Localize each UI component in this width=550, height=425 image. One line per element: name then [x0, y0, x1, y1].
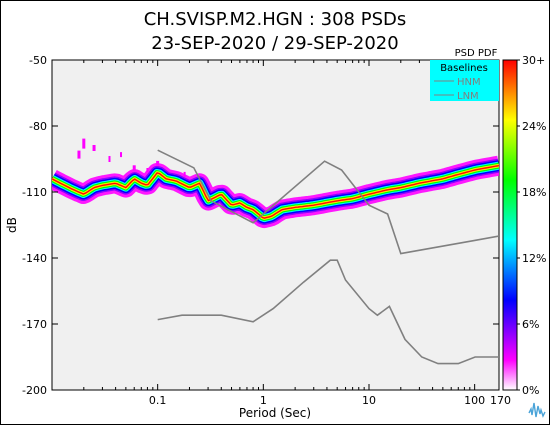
pdf-speck — [108, 156, 111, 162]
pdf-speck — [92, 145, 96, 151]
chart-subtitle: 23-SEP-2020 / 29-SEP-2020 — [151, 33, 398, 54]
y-tick-label: -140 — [22, 252, 47, 265]
colorbar-tick-label: 24% — [522, 120, 546, 133]
pdf-speck — [82, 138, 86, 149]
x-tick-label: 170 — [490, 394, 511, 407]
colorbar-tick-label: 30+ — [522, 54, 545, 67]
colorbar-tick-label: 12% — [522, 252, 546, 265]
y-axis-label: dB — [5, 217, 19, 233]
x-axis-label: Period (Sec) — [239, 406, 311, 420]
y-tick-label: -50 — [29, 54, 47, 67]
pdf-speck — [156, 160, 160, 166]
colorbar-ticks: 30+ 24% 18% 12% 6% 0% — [517, 54, 546, 397]
pdf-heatmap — [52, 138, 499, 229]
legend-title: Baselines — [440, 63, 488, 74]
legend: Baselines HNM LNM — [430, 60, 499, 102]
colorbar-tick-label: 0% — [522, 384, 539, 397]
x-tick-label: 0.1 — [149, 394, 167, 407]
pdf-band-layer — [52, 165, 499, 219]
series-lnm-line — [157, 259, 499, 365]
pdf-speck — [77, 150, 81, 159]
y-axis: -50 -80 -110 -140 -170 -200 — [22, 54, 499, 397]
pdf-speck — [120, 152, 123, 158]
legend-lnm-label: LNM — [457, 91, 479, 102]
plot-area — [51, 59, 500, 391]
pdf-speck — [146, 168, 149, 172]
pdf-speck — [132, 165, 136, 171]
x-tick-label: 100 — [464, 394, 485, 407]
colorbar — [502, 59, 518, 391]
y-tick-label: -170 — [22, 318, 47, 331]
legend-hnm-label: HNM — [457, 77, 481, 88]
y-tick-label: -110 — [22, 186, 47, 199]
x-axis: 0.1 1 10 100 170 — [51, 60, 511, 407]
colorbar-tick-label: 6% — [522, 318, 539, 331]
series-hnm-line — [157, 149, 499, 255]
baseline-lines — [157, 149, 499, 365]
pdf-speck — [183, 171, 186, 177]
logo-icon — [527, 397, 547, 422]
y-tick-label: -200 — [22, 384, 47, 397]
x-tick-label: 10 — [362, 394, 376, 407]
y-tick-label: -80 — [29, 120, 47, 133]
chart-title: CH.SVISP.M2.HGN : 308 PSDs — [144, 9, 407, 30]
x-tick-label: 1 — [260, 394, 267, 407]
colorbar-title: PSD PDF — [455, 48, 498, 59]
colorbar-tick-label: 18% — [522, 186, 546, 199]
